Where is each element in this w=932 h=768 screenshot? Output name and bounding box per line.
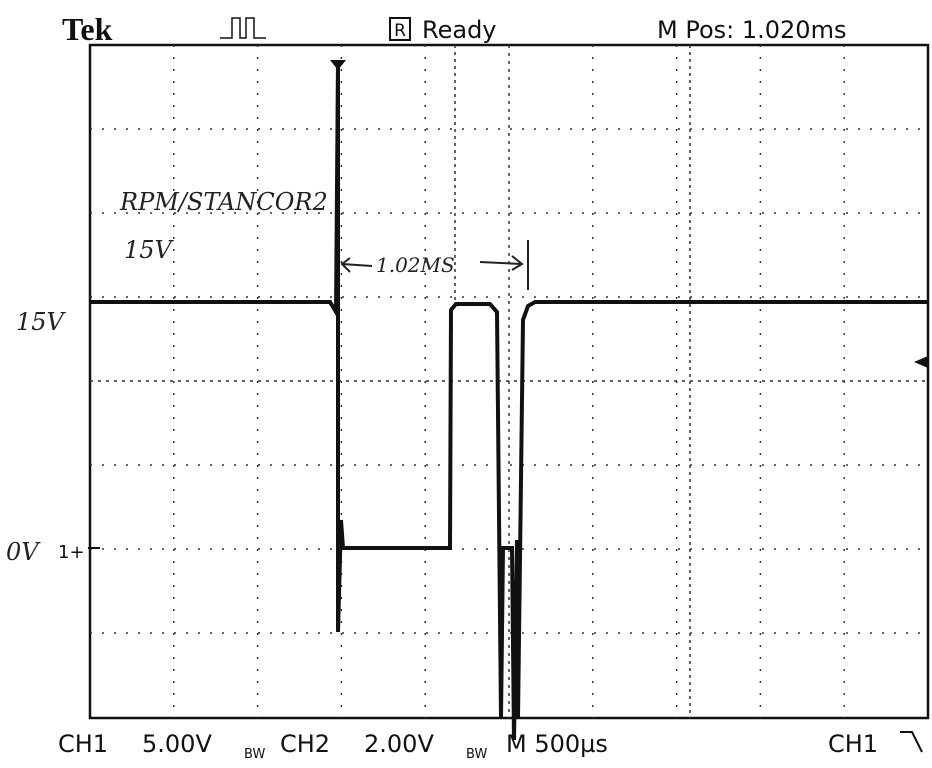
- timebase: M 500µs: [506, 730, 608, 758]
- trigger-source: CH1: [828, 730, 878, 758]
- annotation-device: RPM/STANCOR2: [119, 188, 328, 216]
- acquire-icon: [220, 17, 266, 39]
- brand: Tek: [62, 11, 113, 47]
- status: Ready: [422, 16, 497, 44]
- ch1-label: CH1: [58, 730, 108, 758]
- status-icon-box: [389, 17, 411, 41]
- status-icon: R: [394, 21, 406, 41]
- annotation-supply: 15V: [124, 236, 175, 264]
- ch2-bandwidth: BW: [466, 747, 487, 762]
- annotation-low-level: 0V: [6, 538, 41, 566]
- ch2-scale: 2.00V: [364, 730, 434, 758]
- annotation-period: 1.02MS: [376, 253, 455, 277]
- annotation-high-level: 15V: [16, 308, 67, 336]
- ch2-label: CH2: [280, 730, 330, 758]
- position: M Pos: 1.020ms: [657, 16, 846, 44]
- annotation-arrow-right: [479, 240, 529, 290]
- annotation-arrow-left: [340, 257, 373, 273]
- ch1-bandwidth: BW: [244, 747, 265, 762]
- channel-marker: 1+: [58, 542, 85, 563]
- trigger-slope-icon: [900, 731, 923, 753]
- ch1-scale: 5.00V: [142, 730, 212, 758]
- graticule-grid: [90, 45, 928, 718]
- waveform-trace: [90, 59, 928, 741]
- trigger-level-marker: [914, 356, 928, 368]
